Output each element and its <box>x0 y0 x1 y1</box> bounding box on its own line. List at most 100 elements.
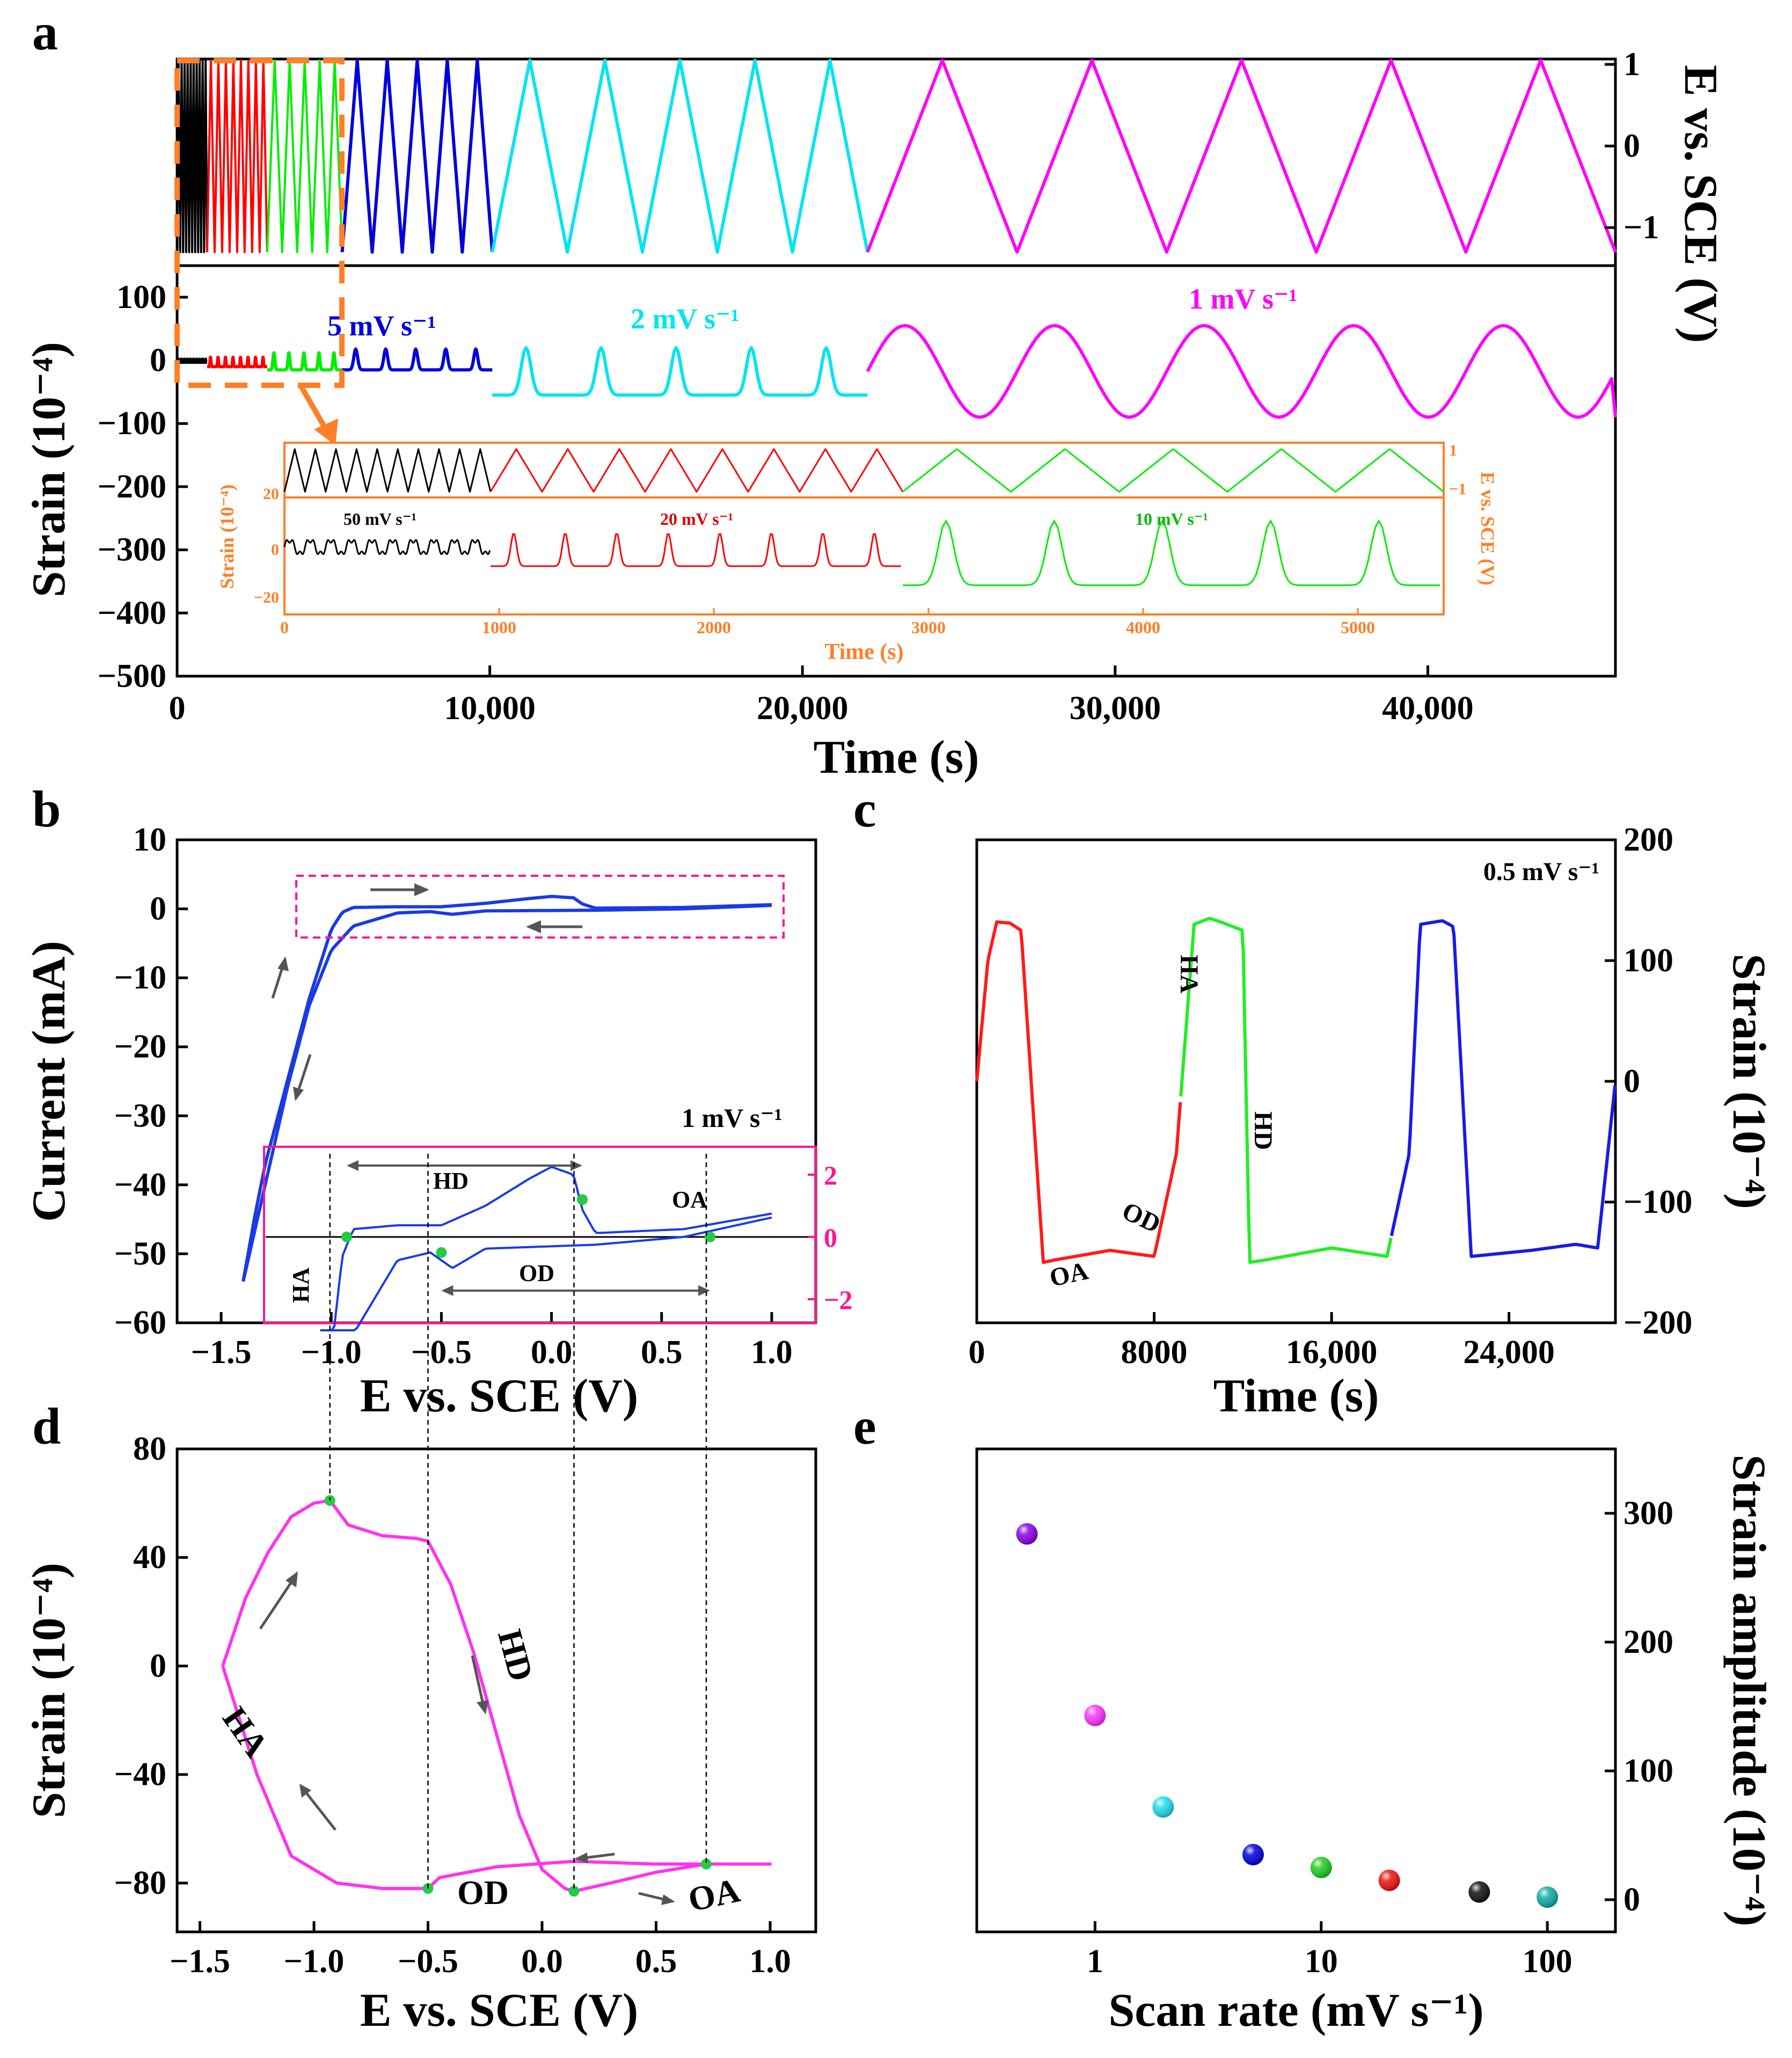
a-xtick-label: 20,000 <box>757 690 849 727</box>
inset-strain-20 <box>491 533 901 567</box>
d-xtick-label: −1.0 <box>284 1943 345 1980</box>
panel-b: −1.5 −1.0 −0.5 0.0 0.5 1.0100−10−20−30−40−50−… <box>23 822 853 1422</box>
d-label-od: OD <box>457 1873 509 1911</box>
panel-d-ticks: −1.5 −1.0 −0.5 0.0 0.5 1.0 80 40 0 −40 −80 <box>114 1431 791 1980</box>
b-inset-od: OD <box>519 1260 554 1286</box>
strain-seg <box>1389 919 1617 1258</box>
inset-xtick-label: 1000 <box>482 618 516 637</box>
inset-rate-20: 20 mV s⁻¹ <box>660 509 733 529</box>
panel-e-ticks: 1 10 100 300 200 100 0 <box>1087 1495 1673 1980</box>
c-xtick-label: 0 <box>969 1334 985 1371</box>
d-label-hd: HD <box>491 1625 540 1685</box>
potential-segment-20 <box>206 59 268 253</box>
zoom-arrowhead <box>314 419 338 445</box>
b-ytick-label: −10 <box>114 960 166 996</box>
arrow-up <box>271 965 284 999</box>
d-xtick-label: −0.5 <box>398 1943 458 1980</box>
inset-potential-50 <box>283 448 492 493</box>
arrow-up-head <box>277 956 289 971</box>
a-ytick-label: −400 <box>98 595 166 631</box>
inset-xtick-label: 2000 <box>697 618 731 637</box>
d-arrow-3 <box>305 1791 337 1831</box>
a-ytick-label: 0 <box>150 342 166 379</box>
panel-b-xlabel: E vs. SCE (V) <box>360 1370 638 1422</box>
od-span-head <box>441 1285 454 1296</box>
amplitude-point-shine <box>1468 1881 1490 1903</box>
panel-label-e: e <box>853 1397 876 1455</box>
c-ytick-label: 100 <box>1623 942 1673 979</box>
d-ytick-label: −40 <box>114 1756 166 1793</box>
arrow-down-head <box>293 1087 304 1101</box>
panel-b-ylabel: Current (mA) <box>23 941 75 1222</box>
potential-waveform <box>176 58 1617 254</box>
b-inset-oa: OA <box>672 1187 707 1213</box>
panel-label-a: a <box>32 3 58 61</box>
zoom-region-box <box>295 875 785 939</box>
d-xtick-label: −1.5 <box>170 1943 230 1980</box>
panel-a-ylabel: Strain (10⁻⁴) <box>23 342 75 597</box>
a-xtick-label: 40,000 <box>1382 690 1474 727</box>
e-ytick-label: 200 <box>1623 1624 1673 1660</box>
b-xtick-label: −0.5 <box>411 1334 472 1371</box>
panel-a-ticks: 0 10,000 20,000 30,000 40,0001000−100−200−30… <box>98 46 1659 727</box>
b-inset-anodic <box>320 1166 772 1331</box>
inset-xlabel: Time (s) <box>824 640 903 664</box>
c-xtick-label: 16,000 <box>1286 1334 1378 1371</box>
panel-e-xlabel: Scan rate (mV s⁻¹) <box>1108 1984 1483 2037</box>
hd-span-head <box>570 1160 583 1171</box>
a-ytick-label: 100 <box>116 279 166 316</box>
d-label-oa: OA <box>685 1871 743 1918</box>
loop-marker <box>568 1886 580 1897</box>
d-arrow-5-head <box>661 1894 675 1905</box>
strain-segment-5 <box>341 347 493 372</box>
a-ytick-label: −500 <box>98 658 166 694</box>
label-ha: HA <box>1175 955 1203 993</box>
e-ytick-label: 100 <box>1623 1753 1673 1789</box>
c-ytick-label: −200 <box>1623 1305 1692 1341</box>
b-inset-ytick-label: −2 <box>824 1285 853 1315</box>
b-ytick-label: −60 <box>114 1305 166 1341</box>
b-inset-cathodic <box>320 1216 772 1331</box>
c-xtick-label: 8000 <box>1121 1334 1188 1371</box>
panel-c-ticks: 0 8000 16,000 24,000 200 100 0 −100 −200 <box>969 822 1693 1371</box>
panel-label-b: b <box>32 780 61 838</box>
inset-xtick-label: 5000 <box>1341 618 1375 637</box>
b-inset-hd: HD <box>433 1168 469 1194</box>
panel-d: −1.5 −1.0 −0.5 0.0 0.5 1.0 80 40 0 −40 −80 HD HA O… <box>23 1431 817 2037</box>
strain-seg <box>975 920 1182 1264</box>
d-arrow-4-head <box>574 1852 588 1863</box>
panel-e: 1 10 100 300 200 100 0 Scan rate (mV s⁻¹) Stra… <box>975 1447 1775 2037</box>
d-ytick-label: 40 <box>133 1539 166 1576</box>
a-etick-label: 1 <box>1623 46 1640 83</box>
d-xtick-label: 0.0 <box>521 1943 563 1980</box>
panel-e-frame <box>975 1447 1617 1934</box>
panel-label-c: c <box>853 780 876 838</box>
inset-ytick-label: 20 <box>263 485 279 503</box>
d-arrow-2-head <box>477 1700 488 1715</box>
zoom-box <box>174 58 345 388</box>
strain-segment-2 <box>492 346 868 397</box>
b-xtick-label: 0.0 <box>531 1334 573 1371</box>
b-inset-ha: HA <box>288 1268 314 1303</box>
panel-c-xlabel: Time (s) <box>1213 1370 1379 1422</box>
rate-label-5: 5 mV s⁻¹ <box>327 310 436 342</box>
b-xtick-label: 0.5 <box>641 1334 683 1371</box>
d-ytick-label: 0 <box>150 1647 166 1684</box>
strain-segment-20 <box>206 355 269 369</box>
cv-anodic <box>242 895 772 1282</box>
inset-etick-label: 1 <box>1449 442 1457 459</box>
c-ytick-label: 200 <box>1623 822 1673 858</box>
strain-curve <box>975 917 1617 1264</box>
a-ytick-label: −200 <box>98 468 166 505</box>
potential-segment-2 <box>491 58 869 254</box>
inset-ytick-label: −20 <box>254 589 279 606</box>
arrow-left-head <box>526 920 541 933</box>
e-xtick-label: 10 <box>1305 1943 1338 1980</box>
panel-a-xlabel: Time (s) <box>814 731 979 783</box>
panel-label-d: d <box>32 1397 61 1455</box>
a-xtick-label: 30,000 <box>1070 690 1161 727</box>
a-etick-label: −1 <box>1623 209 1659 246</box>
b-inset-frame <box>263 1146 817 1324</box>
